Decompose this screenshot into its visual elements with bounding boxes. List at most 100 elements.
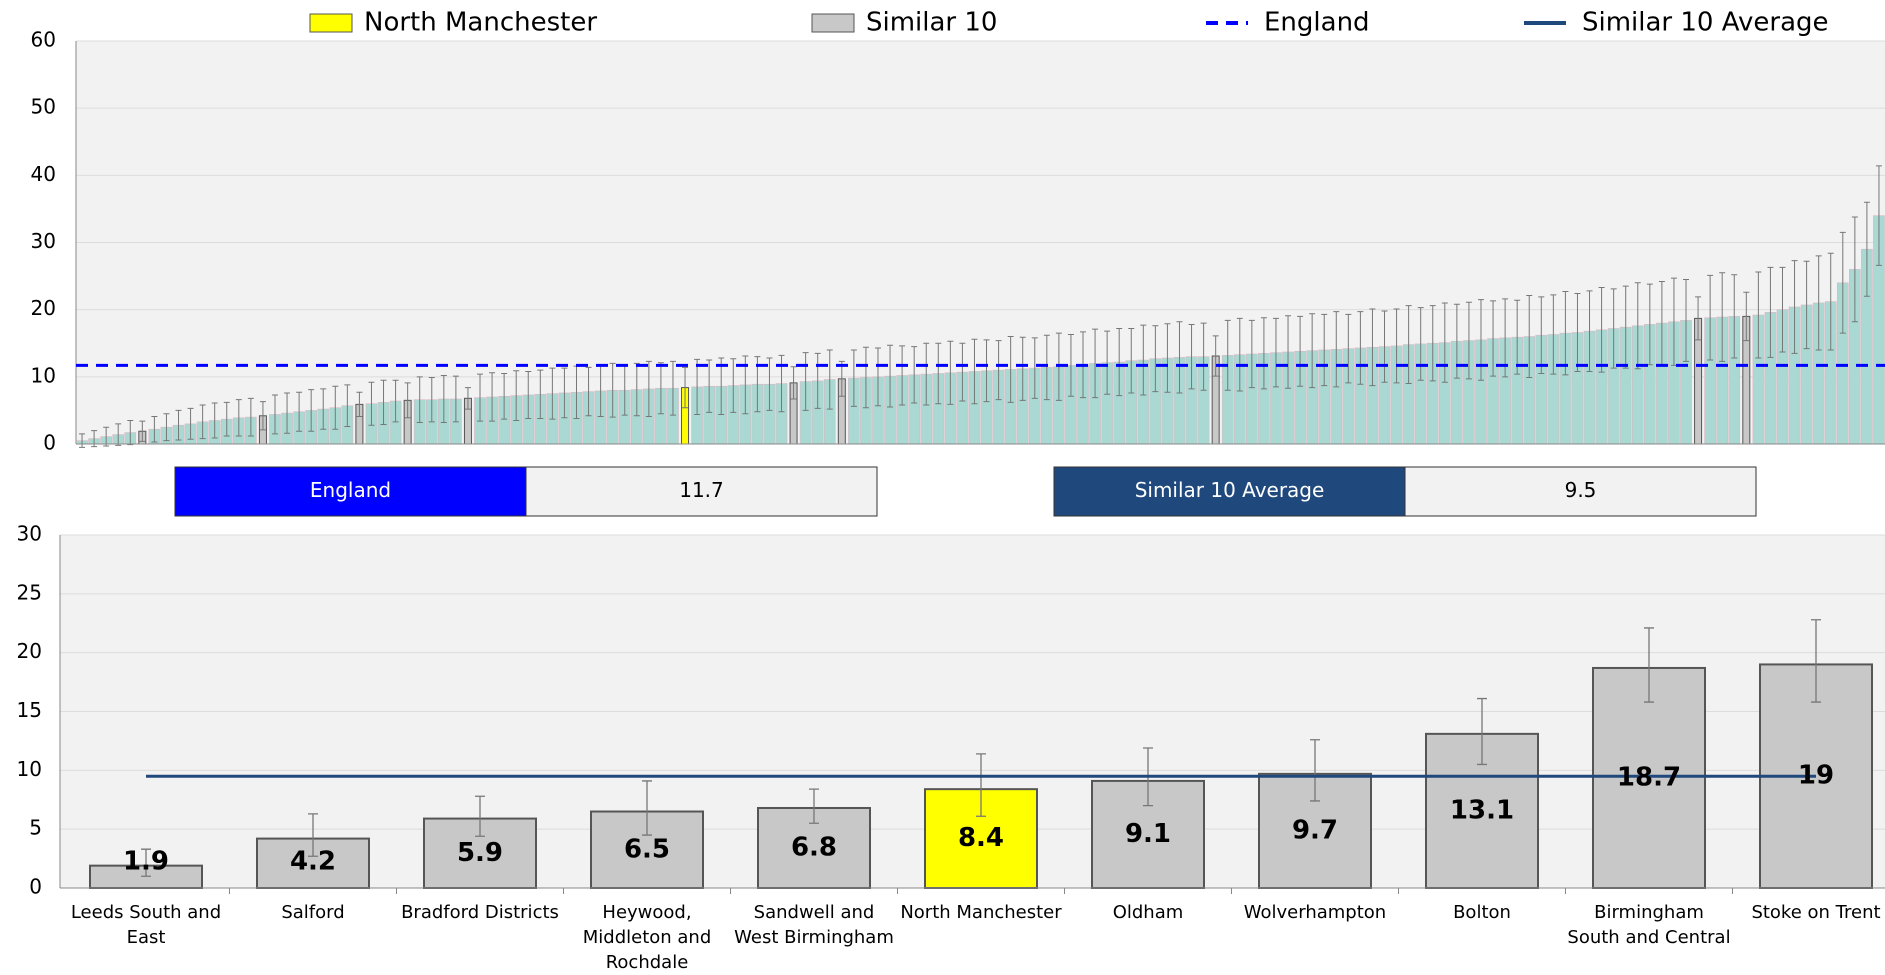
data-label: 19 <box>1798 761 1834 791</box>
error-bar <box>1586 290 1593 372</box>
error-bar <box>489 372 496 422</box>
error-bar <box>887 344 894 408</box>
error-bar <box>1851 216 1858 323</box>
y-tick-label: 60 <box>31 28 56 52</box>
error-bar <box>380 379 387 426</box>
error-bar <box>368 381 375 426</box>
error-bar <box>320 388 327 430</box>
error-bar <box>549 367 556 420</box>
error-bar <box>1490 300 1497 377</box>
error-bar <box>344 384 351 428</box>
error-bar <box>1526 295 1533 379</box>
error-bar <box>1598 287 1605 373</box>
y-tick-label: 5 <box>29 816 42 840</box>
error-bar <box>1043 334 1050 401</box>
error-bar <box>814 352 821 409</box>
error-bar <box>1309 313 1316 389</box>
y-tick-label: 0 <box>43 431 56 455</box>
error-bar <box>187 407 194 440</box>
error-bar <box>1128 327 1135 394</box>
error-bar <box>247 397 254 437</box>
legend-label: North Manchester <box>364 8 597 38</box>
bar <box>256 837 370 890</box>
error-bar <box>1610 288 1617 369</box>
error-bar <box>211 402 218 439</box>
error-bar <box>1152 325 1159 393</box>
error-bar <box>127 419 134 446</box>
x-tick-label: Wolverhampton <box>1243 902 1387 923</box>
y-tick-label: 20 <box>31 296 56 320</box>
x-tick-label: Heywood, Middleton and Rochdale <box>582 902 712 973</box>
error-bar <box>1755 271 1762 359</box>
error-bar <box>1803 260 1810 350</box>
error-bar <box>235 399 242 437</box>
error-bar <box>1164 323 1171 393</box>
error-bar <box>151 415 158 443</box>
error-bar <box>642 780 652 836</box>
legend-label: Similar 10 Average <box>1582 8 1829 38</box>
error-bar <box>1212 335 1219 377</box>
error-bar <box>1188 323 1195 390</box>
error-bar <box>308 389 315 432</box>
error-bar <box>561 367 568 419</box>
y-tick-label: 25 <box>17 580 42 604</box>
y-tick-label: 40 <box>31 162 56 186</box>
error-bar <box>115 423 122 446</box>
error-bar <box>1502 298 1509 378</box>
error-bar <box>1104 330 1111 395</box>
error-bar <box>645 360 652 417</box>
error-bar <box>874 347 881 407</box>
data-label: 9.1 <box>1125 819 1171 849</box>
error-bar <box>1345 313 1352 384</box>
legend-swatch <box>309 13 353 33</box>
y-tick-label: 10 <box>31 363 56 387</box>
error-bar <box>163 413 170 442</box>
data-label: 6.8 <box>791 832 837 862</box>
error-bar <box>1644 627 1654 703</box>
error-bar <box>452 375 459 423</box>
error-bar <box>1719 272 1726 362</box>
error-bar <box>1224 319 1231 391</box>
error-bar <box>585 366 592 417</box>
error-bar <box>501 372 508 420</box>
error-bar <box>1272 317 1279 388</box>
error-bar <box>1550 294 1557 375</box>
error-bar <box>1731 274 1738 359</box>
error-bar <box>1248 319 1255 389</box>
error-bar <box>1683 278 1690 362</box>
data-label: 18.7 <box>1617 762 1681 792</box>
x-tick-label: Leeds South and East <box>70 902 222 948</box>
error-bar <box>1393 308 1400 384</box>
error-bar <box>1562 291 1569 376</box>
data-label: 6.5 <box>624 834 670 864</box>
error-bar <box>995 340 1002 401</box>
error-bar <box>1538 296 1545 374</box>
error-bar <box>1321 313 1328 387</box>
error-bar <box>1767 266 1774 358</box>
error-bar <box>199 404 206 440</box>
y-tick-label: 10 <box>17 757 42 781</box>
error-bar <box>404 382 411 419</box>
x-tick-label: Birmingham South and Central <box>1567 902 1731 948</box>
error-bar <box>1574 293 1581 372</box>
error-bar <box>1019 336 1026 401</box>
error-bar <box>838 360 845 397</box>
error-bar <box>718 357 725 415</box>
error-bar <box>1333 311 1340 388</box>
error-bar <box>440 374 447 424</box>
error-bar <box>923 342 930 406</box>
summary-label-box <box>1053 466 1406 517</box>
error-bar <box>826 349 833 410</box>
error-bar <box>1791 260 1798 354</box>
error-bar <box>1839 231 1846 334</box>
data-label: 4.2 <box>290 847 336 877</box>
error-bar <box>1357 311 1364 385</box>
error-bar <box>862 346 869 409</box>
summary-value: 9.5 <box>1565 478 1597 502</box>
error-bar <box>296 391 303 432</box>
error-bar <box>609 362 616 418</box>
error-bar <box>259 401 266 431</box>
error-bar <box>1176 321 1183 394</box>
error-bar <box>475 795 485 837</box>
